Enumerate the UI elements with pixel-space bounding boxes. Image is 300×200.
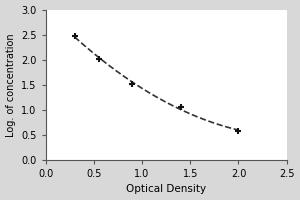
Y-axis label: Log. of concentration: Log. of concentration <box>6 33 16 137</box>
X-axis label: Optical Density: Optical Density <box>126 184 206 194</box>
